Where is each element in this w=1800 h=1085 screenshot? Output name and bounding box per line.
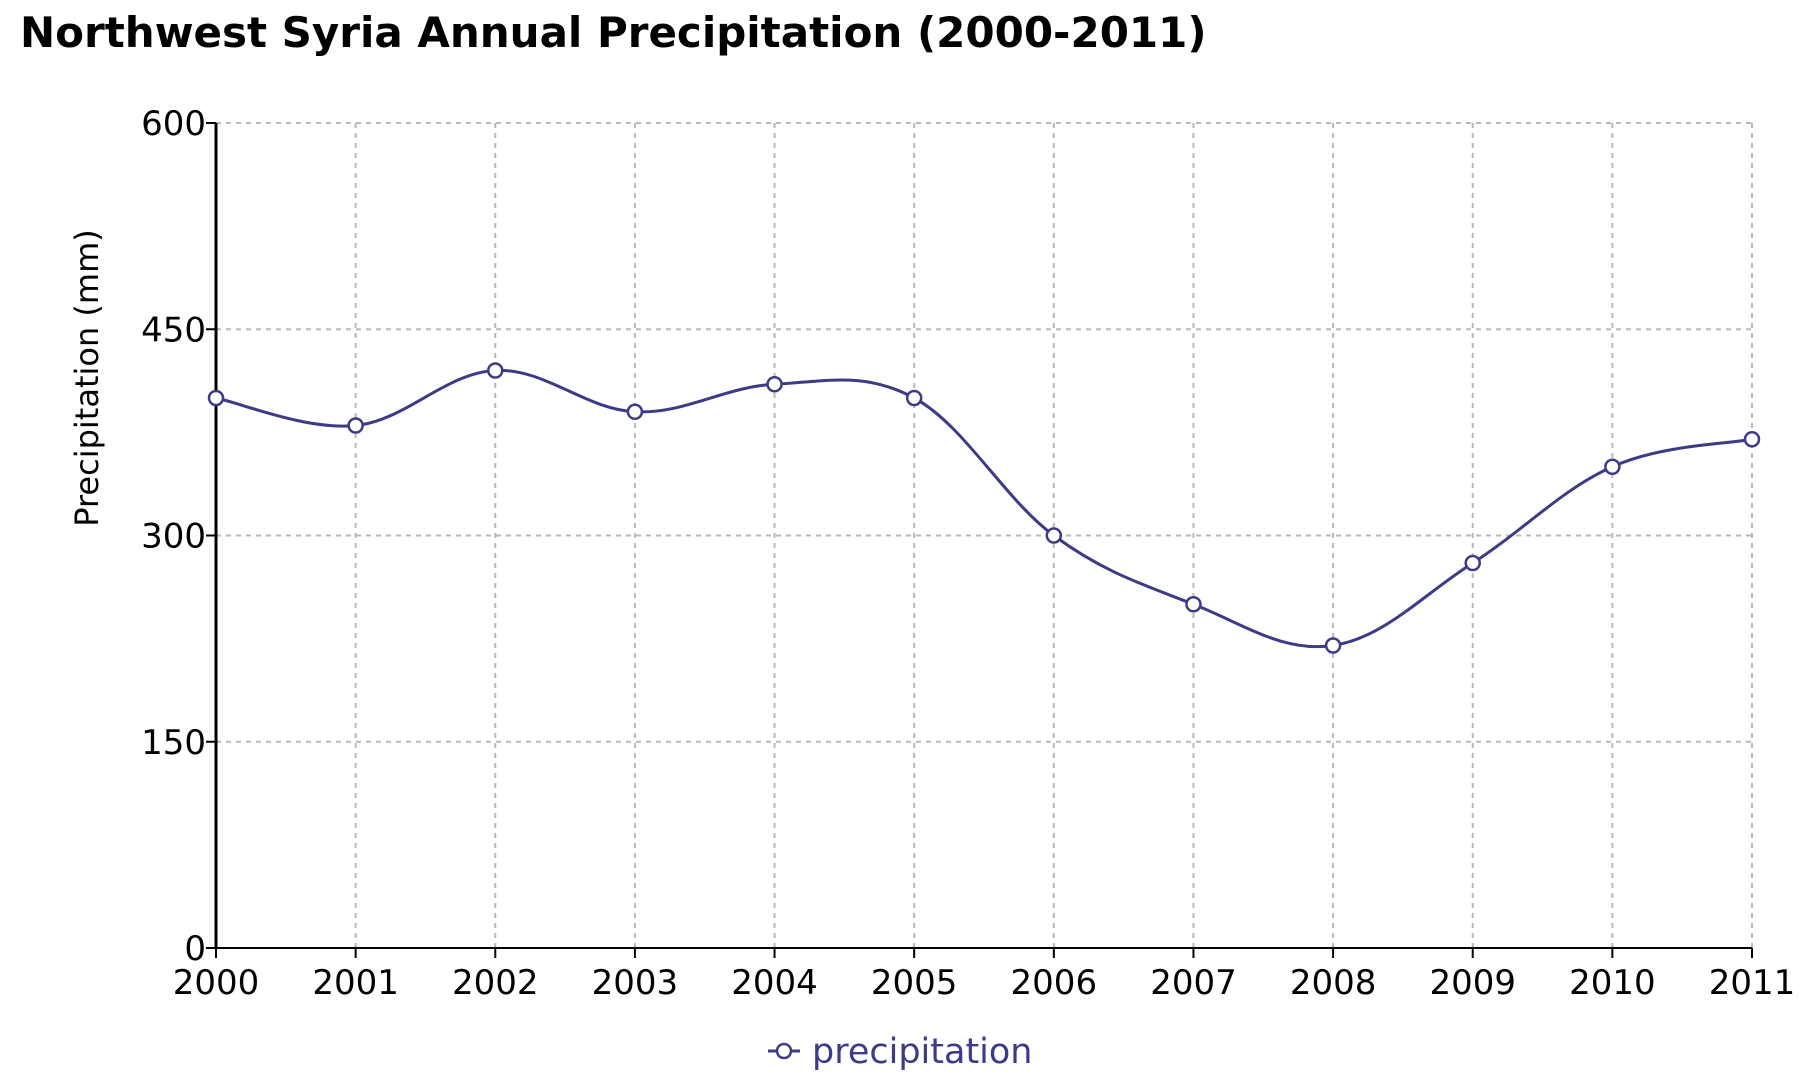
- series-line-precipitation: [215, 368, 1753, 649]
- x-tick-label: 2002: [452, 963, 539, 1003]
- x-tick-label: 2000: [173, 963, 260, 1003]
- x-tick-label: 2010: [1569, 963, 1656, 1003]
- series-layer: [207, 362, 1761, 654]
- data-point-2006: [1045, 527, 1063, 544]
- x-tick-label: 2001: [312, 963, 399, 1003]
- y-tick-label: 300: [141, 517, 206, 557]
- x-tick-label: 2009: [1429, 963, 1516, 1003]
- data-point-2002: [487, 362, 504, 379]
- x-tick-label: 2007: [1150, 963, 1237, 1003]
- grid-layer: [216, 122, 1753, 948]
- y-axis-title: Precipitation (mm): [68, 229, 106, 527]
- data-point-2003: [626, 403, 644, 420]
- x-tick-label: 2005: [871, 963, 958, 1003]
- y-tick-label: 450: [141, 310, 206, 350]
- data-point-2010: [1604, 458, 1621, 475]
- x-tick-label: 2004: [731, 963, 818, 1003]
- y-tick-labels: 0 150 300 450 600: [141, 104, 206, 969]
- y-tick-label: 0: [184, 929, 206, 969]
- data-point-2004: [766, 376, 783, 393]
- data-point-2009: [1464, 554, 1481, 572]
- x-tick-label: 2006: [1011, 963, 1098, 1003]
- data-point-2007: [1185, 596, 1202, 613]
- data-point-2008: [1324, 637, 1342, 654]
- legend-marker: [775, 1042, 793, 1060]
- x-tick-labels: 2000 2001 2002 2003 2004 2005 2006 2007 2008 2009…: [173, 963, 1796, 1003]
- y-tick-label: 150: [141, 723, 206, 763]
- legend[interactable]: precipitation: [768, 1032, 1033, 1072]
- data-point-2011: [1743, 431, 1761, 448]
- x-tick-label: 2011: [1709, 963, 1796, 1003]
- x-tick-label: 2008: [1290, 963, 1377, 1003]
- legend-label-precipitation: precipitation: [812, 1032, 1033, 1072]
- data-point-2001: [347, 417, 364, 434]
- chart-title: Northwest Syria Annual Precipitation (20…: [20, 8, 1207, 57]
- axis-layer: [206, 122, 1753, 958]
- y-tick-label: 600: [141, 104, 206, 144]
- x-tick-label: 2003: [592, 963, 679, 1003]
- data-point-2000: [207, 389, 225, 407]
- data-point-2005: [905, 389, 923, 407]
